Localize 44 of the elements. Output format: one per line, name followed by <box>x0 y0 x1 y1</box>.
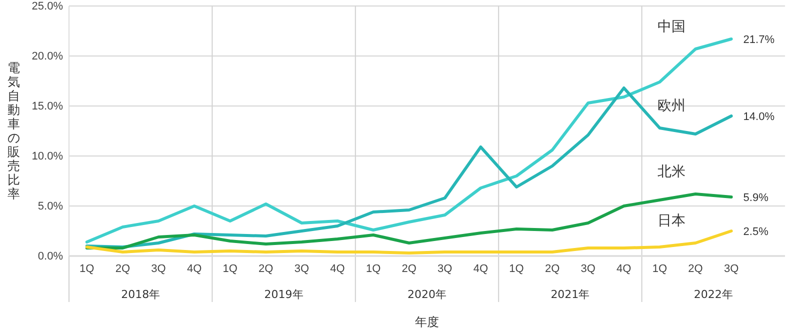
x-tick-label: 4Q <box>473 262 488 275</box>
x-tick-label: 1Q <box>366 262 382 275</box>
y-tick-label: 25.0% <box>32 0 64 13</box>
y-tick-label: 20.0% <box>32 50 64 63</box>
y-tick-label: 0.0% <box>38 250 64 263</box>
x-tick-label: 3Q <box>151 262 166 275</box>
y-tick-label: 10.0% <box>32 150 64 163</box>
x-tick-label: 3Q <box>580 262 596 275</box>
x-tick-label: 1Q <box>652 262 668 275</box>
x-tick-label: 1Q <box>509 262 524 275</box>
x-tick-label: 3Q <box>294 262 310 275</box>
x-tick-label: 4Q <box>616 262 632 275</box>
x-tick-label: 4Q <box>330 262 346 275</box>
line-series <box>85 38 733 244</box>
x-tick-label: 2Q <box>402 262 417 275</box>
x-tick-label: 1Q <box>222 262 238 275</box>
text: 2018年 <box>121 288 160 301</box>
y-tick-label: 15.0% <box>32 100 64 113</box>
text: 2020年 <box>408 288 446 301</box>
text: 2021年 <box>550 288 590 301</box>
x-tick-label: 3Q <box>438 262 453 275</box>
text: 電気自動車の販売比率 <box>8 60 20 201</box>
x-tick-label: 3Q <box>724 262 740 275</box>
series-label: 日本 <box>658 213 686 229</box>
series-label: 欧州 <box>658 98 686 114</box>
text: 2022年 <box>694 288 733 301</box>
data-label: 5.9% <box>743 192 769 204</box>
x-tick-label: 4Q <box>186 262 202 275</box>
series-label: 中国 <box>658 19 686 35</box>
x-tick-label: 1Q <box>80 262 95 275</box>
x-tick-label: 2Q <box>688 262 704 275</box>
line-series <box>85 86 733 248</box>
data-label: 14.0% <box>743 111 775 123</box>
data-label: 21.7% <box>743 34 775 46</box>
series-label: 北米 <box>658 164 686 180</box>
x-axis-title: 年度 <box>415 315 439 329</box>
line-series <box>85 192 733 250</box>
x-tick-label: 2Q <box>544 262 560 275</box>
line-series <box>85 230 733 254</box>
data-label: 2.5% <box>743 226 769 238</box>
y-tick-label: 5.0% <box>38 200 64 213</box>
text: 2019年 <box>264 288 304 301</box>
x-tick-label: 2Q <box>115 262 130 275</box>
x-tick-label: 2Q <box>258 262 274 275</box>
